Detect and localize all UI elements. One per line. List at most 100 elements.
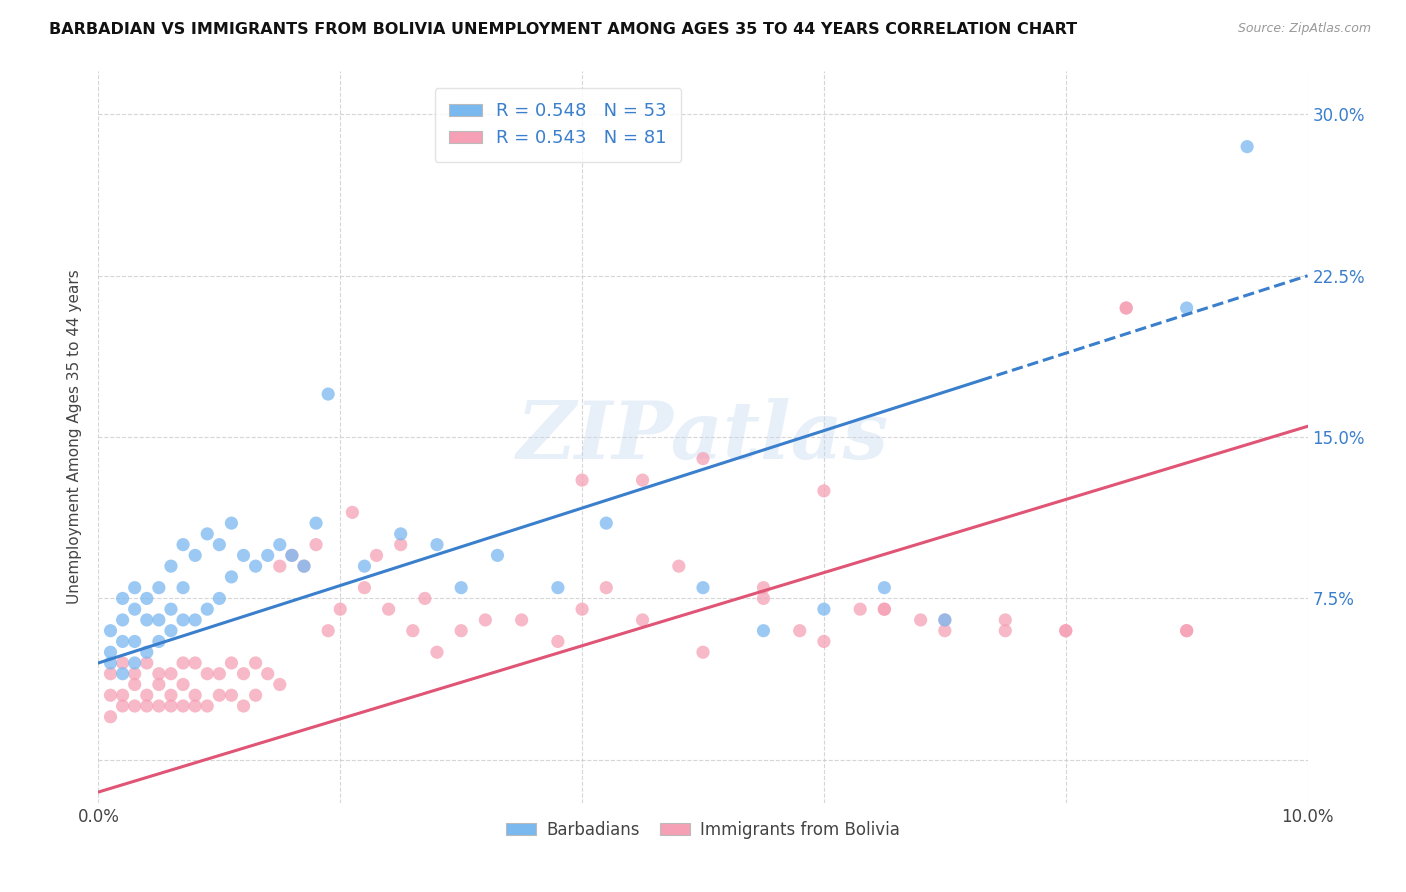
Point	[1236, 139, 1258, 153]
Point	[221, 656, 243, 670]
Point	[402, 624, 425, 638]
Point	[124, 602, 146, 616]
Point	[934, 624, 956, 638]
Point	[269, 538, 291, 552]
Point	[135, 656, 157, 670]
Point	[100, 710, 122, 724]
Point	[100, 624, 122, 638]
Point	[111, 591, 134, 606]
Text: Source: ZipAtlas.com: Source: ZipAtlas.com	[1237, 22, 1371, 36]
Point	[1115, 301, 1137, 315]
Point	[813, 483, 835, 498]
Point	[413, 591, 436, 606]
Point	[221, 516, 243, 530]
Point	[135, 613, 157, 627]
Point	[366, 549, 388, 563]
Point	[486, 549, 509, 563]
Point	[111, 698, 134, 713]
Point	[160, 624, 183, 638]
Point	[245, 656, 267, 670]
Point	[595, 516, 617, 530]
Point	[316, 387, 339, 401]
Point	[329, 602, 352, 616]
Text: BARBADIAN VS IMMIGRANTS FROM BOLIVIA UNEMPLOYMENT AMONG AGES 35 TO 44 YEARS CORR: BARBADIAN VS IMMIGRANTS FROM BOLIVIA UNE…	[49, 22, 1077, 37]
Point	[873, 602, 896, 616]
Point	[692, 645, 714, 659]
Point	[100, 656, 122, 670]
Legend: Barbadians, Immigrants from Bolivia: Barbadians, Immigrants from Bolivia	[499, 814, 907, 846]
Point	[111, 656, 134, 670]
Point	[342, 505, 364, 519]
Point	[160, 559, 183, 574]
Point	[269, 677, 291, 691]
Point	[221, 688, 243, 702]
Point	[195, 527, 218, 541]
Point	[910, 613, 932, 627]
Point	[571, 602, 593, 616]
Point	[111, 634, 134, 648]
Point	[377, 602, 399, 616]
Point	[160, 698, 183, 713]
Point	[148, 666, 170, 681]
Point	[752, 624, 775, 638]
Point	[135, 645, 157, 659]
Point	[292, 559, 315, 574]
Point	[100, 666, 122, 681]
Point	[631, 473, 654, 487]
Point	[172, 656, 194, 670]
Point	[148, 613, 170, 627]
Point	[111, 666, 134, 681]
Point	[269, 559, 291, 574]
Point	[994, 613, 1017, 627]
Point	[752, 581, 775, 595]
Point	[111, 688, 134, 702]
Point	[692, 451, 714, 466]
Point	[256, 549, 278, 563]
Point	[595, 581, 617, 595]
Point	[813, 634, 835, 648]
Point	[148, 698, 170, 713]
Point	[789, 624, 811, 638]
Point	[474, 613, 496, 627]
Point	[1175, 624, 1198, 638]
Point	[195, 666, 218, 681]
Point	[100, 688, 122, 702]
Point	[124, 677, 146, 691]
Point	[172, 698, 194, 713]
Point	[184, 688, 207, 702]
Point	[245, 688, 267, 702]
Point	[172, 677, 194, 691]
Point	[135, 698, 157, 713]
Point	[256, 666, 278, 681]
Point	[281, 549, 304, 563]
Point	[100, 645, 122, 659]
Point	[208, 538, 231, 552]
Point	[849, 602, 872, 616]
Point	[195, 602, 218, 616]
Point	[305, 538, 328, 552]
Point	[124, 656, 146, 670]
Point	[571, 473, 593, 487]
Point	[172, 538, 194, 552]
Point	[994, 624, 1017, 638]
Point	[172, 613, 194, 627]
Point	[934, 613, 956, 627]
Point	[1054, 624, 1077, 638]
Point	[245, 559, 267, 574]
Point	[232, 549, 254, 563]
Point	[752, 591, 775, 606]
Point	[873, 602, 896, 616]
Point	[124, 634, 146, 648]
Point	[426, 645, 449, 659]
Point	[195, 698, 218, 713]
Point	[232, 666, 254, 681]
Point	[668, 559, 690, 574]
Point	[873, 581, 896, 595]
Point	[124, 581, 146, 595]
Point	[1175, 624, 1198, 638]
Y-axis label: Unemployment Among Ages 35 to 44 years: Unemployment Among Ages 35 to 44 years	[67, 269, 83, 605]
Point	[281, 549, 304, 563]
Point	[184, 656, 207, 670]
Point	[208, 666, 231, 681]
Point	[148, 677, 170, 691]
